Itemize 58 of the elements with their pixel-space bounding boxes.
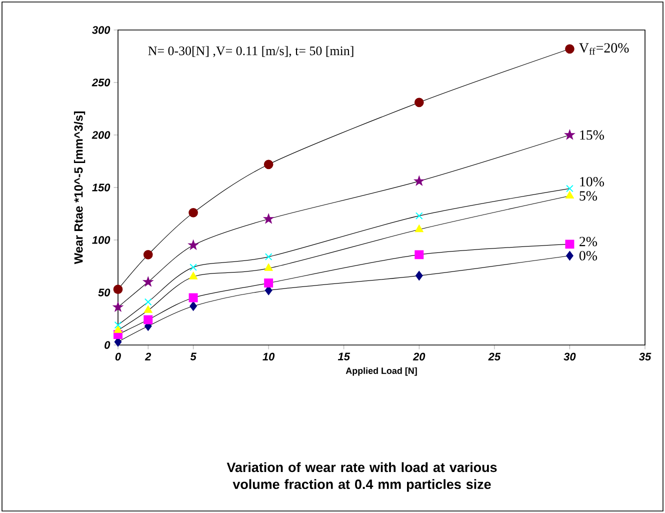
- point: [188, 293, 198, 302]
- y-tick-label: 300: [92, 26, 110, 34]
- text: Variation of wear rate with load at various volume fraction at 0.4 mm particles size: [226, 462, 497, 492]
- point: [414, 98, 424, 108]
- point: [190, 264, 197, 271]
- point: [113, 284, 123, 294]
- point: [189, 272, 198, 280]
- point: [414, 176, 424, 186]
- y-axis-title: Wear Rtae *10^-5 [mm^3/s]: [74, 112, 86, 264]
- point: [264, 278, 274, 288]
- point: [264, 253, 272, 260]
- x-tick-label: 10: [262, 352, 275, 361]
- series-label: 0%: [579, 251, 598, 260]
- point: [188, 208, 198, 218]
- point: [565, 44, 574, 54]
- x-tick-label: 30: [564, 352, 576, 361]
- point: [415, 224, 424, 232]
- point: [565, 240, 574, 249]
- point: [566, 184, 574, 192]
- point: [114, 326, 122, 333]
- point: [113, 302, 123, 312]
- point: [566, 191, 574, 198]
- x-tick-label: 35: [638, 352, 652, 361]
- point: [264, 214, 274, 224]
- x-tick-label: 5: [190, 352, 196, 360]
- x-tick-label: 15: [338, 352, 350, 360]
- point: [143, 250, 153, 260]
- point: [188, 240, 198, 250]
- point: [415, 212, 423, 220]
- point: [416, 271, 423, 280]
- point: [564, 130, 574, 140]
- series-label: 15%: [580, 130, 604, 140]
- point: [566, 251, 574, 260]
- y-tick-label: 250: [92, 78, 110, 86]
- annotation: N= 0-30[N] ,V= 0.11 [m/s], t= 50 [min]: [148, 46, 354, 58]
- x-axis-title: Applied Load [N]: [346, 367, 417, 376]
- point: [190, 301, 197, 311]
- point: [414, 250, 424, 260]
- x-tick-label: 2: [144, 352, 152, 360]
- series-label: V$_{ff}$=20%: [579, 43, 629, 55]
- point: [264, 264, 273, 271]
- y-tick-label: 100: [92, 236, 110, 244]
- point: [144, 298, 152, 306]
- x-tick-label: 20: [412, 352, 426, 361]
- point: [144, 315, 153, 324]
- series-label: 5%: [580, 191, 598, 201]
- point: [114, 321, 122, 329]
- y-tick-label: 0: [104, 341, 110, 349]
- y-tick-label: 150: [92, 184, 110, 192]
- x-tick-label: 0: [115, 352, 121, 361]
- point: [144, 306, 152, 313]
- y-tick-label: 50: [98, 288, 110, 296]
- point: [264, 160, 274, 170]
- point: [143, 277, 153, 286]
- series-label: 10%: [580, 176, 604, 186]
- y-tick-label: 200: [92, 131, 110, 139]
- x-tick-label: 25: [488, 352, 501, 361]
- series-label: 2%: [580, 236, 598, 246]
